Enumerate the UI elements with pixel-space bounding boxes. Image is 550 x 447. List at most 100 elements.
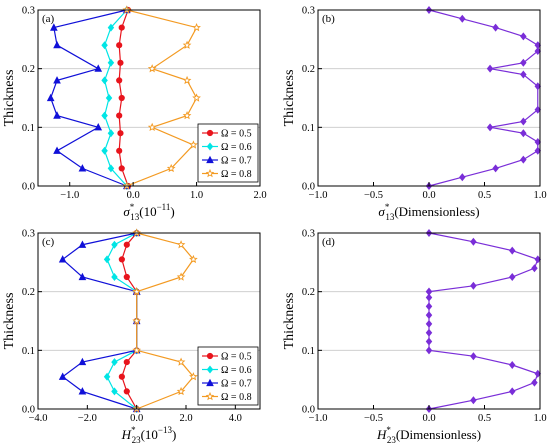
y-axis-label: Thickness [2,70,17,127]
data-point [509,361,516,369]
legend-marker [206,378,214,387]
data-point [520,58,527,67]
data-point [118,24,125,31]
data-point [117,59,124,66]
series-line-3 [50,9,128,187]
legend-label: Ω = 0.8 [221,392,252,403]
data-point [116,147,123,154]
data-point [78,272,87,281]
panel-label: (c) [42,236,55,248]
x-tick-label: 0.0 [130,413,143,424]
y-tick-label: 0.2 [302,287,315,298]
plot-frame [37,232,261,410]
y-tick-label: 0.1 [302,123,315,134]
x-tick-label: −2.0 [78,413,97,424]
data-point [166,163,176,173]
y-tick-label: 0.3 [22,229,35,240]
x-tick-label: −4.0 [28,413,47,424]
plot-frame [317,9,541,187]
data-point [425,319,433,328]
data-point [459,14,466,23]
y-axis-label: Thickness [2,293,17,350]
series-line-1 [428,9,539,187]
data-point [107,23,115,32]
data-point [118,373,125,380]
series-line-1 [428,232,539,410]
x-tick-label: 1.0 [190,190,203,201]
x-tick-label: 0.0 [127,190,140,201]
data-point [470,396,477,405]
legend-marker [206,155,214,164]
data-point [182,111,192,120]
x-tick-label: −1.0 [308,190,327,201]
y-tick-label: 0.3 [302,229,315,240]
y-axis-label: Thickness [282,70,297,127]
data-point [531,264,538,273]
data-point [107,58,115,67]
data-point [425,328,433,337]
legend-label: Ω = 0.6 [221,365,252,376]
chart-panel-4: 0.0 0.1 0.2 0.3 −1.0 −0.5 0.0 0.5 1.0 (d) Thicknes… [282,229,547,446]
data-point [192,23,201,32]
data-point [176,240,186,249]
x-tick-label: 1.0 [533,190,546,201]
data-point [53,111,61,119]
data-point [176,357,186,366]
data-point [118,165,125,172]
data-point [470,237,477,246]
data-point [101,76,108,85]
panel-label: (a) [42,13,55,25]
legend-marker [206,129,214,137]
data-point [111,240,118,249]
data-point [105,94,113,102]
data-point [189,372,198,381]
data-point [50,23,58,31]
legend-label: Ω = 0.8 [221,169,252,180]
legend-label: Ω = 0.6 [221,142,252,153]
data-point [78,164,87,172]
data-point [103,372,111,381]
x-tick-label: −0.5 [364,190,383,201]
data-point [116,77,123,84]
data-point [132,345,142,355]
panel-label: (b) [322,13,335,25]
data-point [192,93,201,102]
legend-marker [205,391,215,401]
data-point [107,164,115,173]
y-tick-label: 0.3 [22,6,35,17]
data-point [470,352,477,361]
data-point [123,358,130,366]
y-tick-label: 0.2 [302,64,315,75]
data-point [147,122,157,132]
data-point [94,64,103,72]
data-point [425,293,433,302]
y-tick-label: 0.0 [22,405,35,416]
data-point [101,111,108,120]
legend-label: Ω = 0.7 [221,156,252,167]
plot-frame [37,9,261,187]
panel-label: (d) [322,236,335,248]
chart-panel-1: 0.0 0.1 0.2 0.3 −1.0 0.0 1.0 2.0 (a) Thickness σ* 1… [2,5,267,222]
data-point [147,64,157,73]
data-point [46,93,55,102]
data-point [520,155,527,164]
x-axis-label: H* 23(10−13) [121,425,177,445]
data-point [189,254,198,264]
data-point [425,346,433,355]
data-point [176,386,186,396]
data-point [117,130,124,137]
x-tick-label: 0.0 [422,190,435,201]
legend-label: Ω = 0.7 [221,379,252,390]
data-point [132,316,142,325]
series-line-4 [136,232,195,410]
data-point [509,246,516,255]
chart-panel-3: 0.0 0.1 0.2 0.3 −4.0 −2.0 0.0 2.0 4.0 (c) Thicknes… [2,228,261,445]
series-line-3 [61,232,138,410]
legend-marker [206,365,214,374]
y-tick-label: 0.0 [22,182,35,193]
y-tick-label: 0.0 [302,182,315,193]
x-axis-label: σ* 13(Dimensionless) [378,202,479,222]
y-tick-label: 0.1 [302,346,315,357]
data-point [58,255,67,263]
data-point [123,273,130,281]
